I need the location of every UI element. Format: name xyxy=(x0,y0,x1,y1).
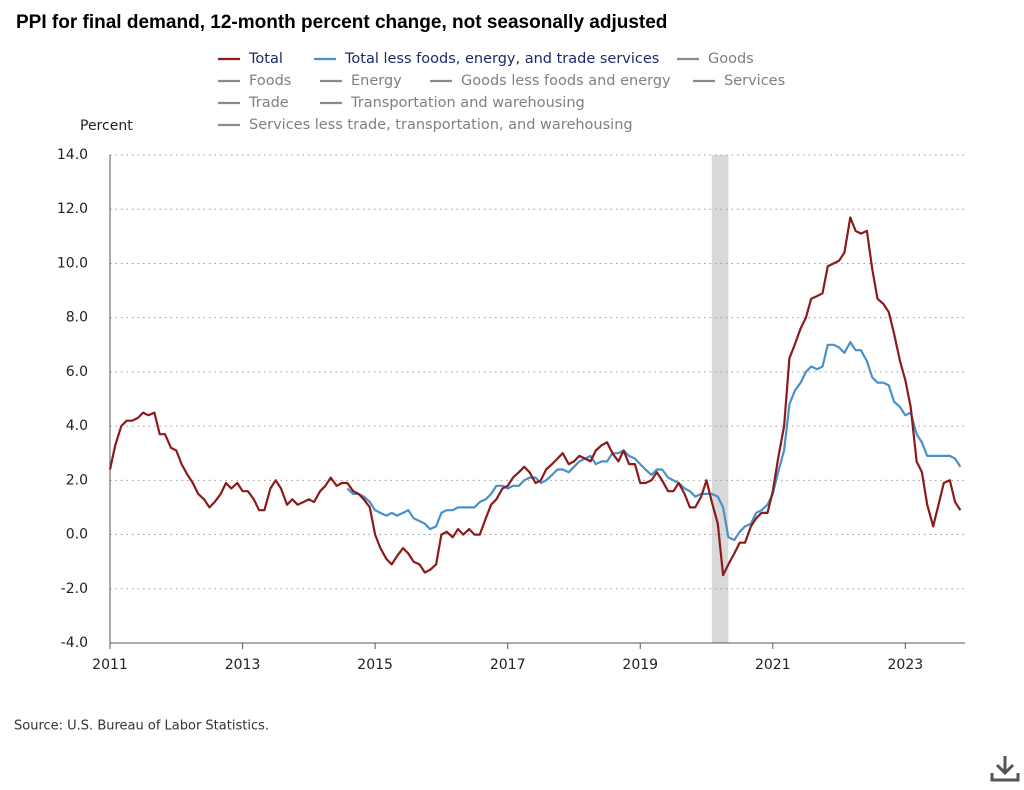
y-tick-label: 12.0 xyxy=(57,201,88,217)
y-tick-label: 14.0 xyxy=(57,147,88,163)
x-tick-label: 2023 xyxy=(888,657,924,673)
icon-stroke xyxy=(990,773,1020,782)
legend-label: Transportation and warehousing xyxy=(350,95,585,111)
legend-label: Trade xyxy=(248,95,289,111)
y-tick-label: 8.0 xyxy=(66,310,88,326)
legend-label: Services less trade, transportation, and… xyxy=(249,117,633,133)
legend-label: Foods xyxy=(249,73,291,89)
y-tick-label: 10.0 xyxy=(57,255,88,271)
x-tick-label: 2021 xyxy=(755,657,791,673)
legend-label: Services xyxy=(724,73,785,89)
chart-title: PPI for final demand, 12-month percent c… xyxy=(16,12,667,33)
x-tick-label: 2015 xyxy=(357,657,393,673)
icon-stroke xyxy=(995,763,1015,776)
legend-label: Total less foods, energy, and trade serv… xyxy=(344,51,659,67)
x-tick-label: 2011 xyxy=(92,657,128,673)
y-tick-label: 2.0 xyxy=(66,472,88,488)
y-axis-label: Percent xyxy=(80,118,133,134)
download-icon[interactable] xyxy=(990,756,1020,782)
y-tick-label: 4.0 xyxy=(66,418,88,434)
legend-label: Total xyxy=(248,51,283,67)
series-line xyxy=(346,341,962,542)
legend-label: Goods xyxy=(708,51,754,67)
x-tick-label: 2013 xyxy=(225,657,261,673)
source-note: Source: U.S. Bureau of Labor Statistics. xyxy=(14,719,269,734)
x-tick-label: 2017 xyxy=(490,657,526,673)
y-tick-label: -2.0 xyxy=(61,581,88,597)
y-tick-label: -4.0 xyxy=(61,635,88,651)
x-tick-label: 2019 xyxy=(622,657,658,673)
series-line xyxy=(108,216,962,577)
y-tick-label: 6.0 xyxy=(66,364,88,380)
legend-label: Energy xyxy=(351,73,402,89)
legend-label: Goods less foods and energy xyxy=(461,73,671,89)
y-tick-label: 0.0 xyxy=(66,527,88,543)
